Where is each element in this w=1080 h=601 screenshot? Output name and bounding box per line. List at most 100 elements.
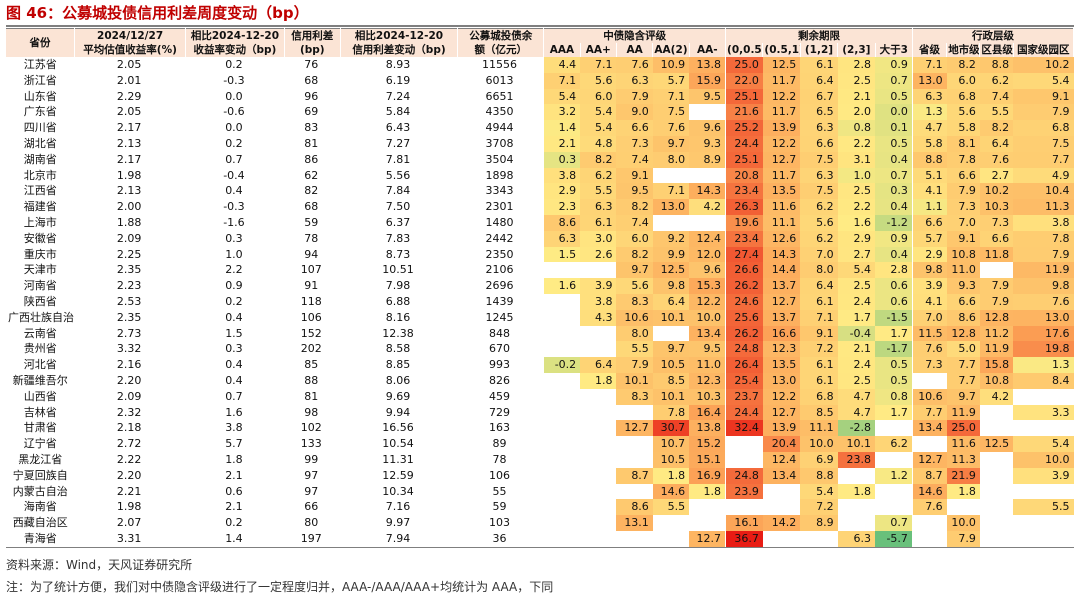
yield-cell: 2.07 (74, 515, 186, 531)
admin-heat-cell (947, 499, 980, 515)
rating-heat-cell: 4.8 (580, 135, 617, 152)
term-heat-cell: 7.2 (800, 499, 838, 516)
rating-heat-cell: 7.4 (616, 151, 653, 168)
term-heat-cell: 2.4 (837, 293, 876, 310)
header-yield-label: 平均估值收益率(%) (74, 43, 187, 57)
rating-heat-cell (580, 389, 616, 405)
term-heat-cell: 26.2 (725, 278, 763, 294)
table-row: 江苏省 2.05 0.2 76 8.93 11556 4.4 7.1 7.6 10.9 13.8 25… (6, 57, 1074, 73)
admin-heat-cell: 4.7 (911, 120, 947, 136)
term-heat-cell: -2.8 (837, 420, 876, 437)
province-cell: 浙江省 (6, 72, 75, 89)
rating-heat-cell: 9.2 (652, 230, 690, 247)
province-cell: 江苏省 (23, 58, 57, 71)
term-heat-cell: 23.4 (725, 230, 763, 247)
admin-heat-cell: 9.3 (946, 278, 980, 294)
yield-change-cell: 0.4 (225, 310, 243, 324)
spread-cell: 66 (304, 500, 319, 514)
yield-cell: 2.00 (74, 199, 186, 215)
term-heat-cell: 7.5 (800, 183, 838, 200)
rating-heat-cell: 3.8 (543, 167, 581, 184)
province-cell: 广东省 (6, 104, 75, 121)
yield-change-cell: 0.0 (225, 89, 243, 103)
term-heat-cell: 14.3 (762, 246, 801, 263)
yield-change-cell: 0.2 (185, 293, 285, 310)
rating-heat-cell: 9.5 (616, 183, 653, 200)
rating-heat-cell: 5.5 (652, 499, 690, 516)
rating-heat-cell: 8.2 (580, 151, 617, 168)
term-heat-cell: 8.9 (800, 515, 838, 531)
admin-heat-cell: 7.3 (979, 214, 1014, 231)
term-heat-cell: 24.8 (725, 467, 763, 484)
admin-heat-cell: 14.6 (911, 483, 947, 500)
rating-heat-cell: 10.7 (652, 436, 690, 452)
term-heat-cell: 25.6 (725, 309, 763, 326)
table-row: 西藏自治区 2.07 0.2 80 9.97 103 13.1 16.1 14.2 8.9 0.7 1… (6, 515, 1074, 531)
province-cell: 重庆市 (23, 247, 57, 261)
spread-cell: 68 (284, 72, 341, 89)
term-heat-cell: 24.6 (725, 293, 763, 310)
admin-heat-cell (980, 468, 1013, 484)
spread-change-cell: 10.34 (340, 483, 458, 500)
rating-heat-cell: 3.2 (543, 104, 581, 121)
term-heat-cell: 12.3 (762, 341, 801, 358)
rating-heat-cell: 5.5 (580, 183, 617, 200)
rating-heat-cell: 14.3 (689, 183, 726, 200)
term-heat-cell: 2.2 (837, 199, 876, 215)
rating-heat-cell: 9.3 (689, 135, 726, 152)
balance-cell: 4944 (485, 121, 514, 135)
rating-heat-cell: 9.9 (652, 246, 690, 263)
term-heat-cell: 4.7 (837, 404, 876, 421)
rating-heat-cell: 7.9 (616, 88, 653, 105)
term-heat-cell: 11.1 (762, 214, 801, 231)
header-admin-col: 国家级园区 (1013, 43, 1075, 57)
term-heat-cell: 6.3 (800, 167, 838, 184)
term-heat-cell: 9.1 (800, 325, 838, 342)
term-heat-cell: 25.2 (725, 120, 763, 136)
yield-change-cell: 1.8 (185, 451, 285, 468)
admin-heat-cell: 7.0 (946, 214, 980, 231)
yield-cell: 2.16 (74, 357, 186, 373)
spread-change-cell: 12.38 (340, 325, 458, 342)
rating-heat-cell: 16.9 (689, 467, 726, 484)
admin-heat-cell (980, 499, 1013, 515)
term-heat-cell: 1.8 (837, 483, 876, 500)
yield-cell: 2.13 (116, 184, 142, 198)
rating-heat-cell: 1.6 (543, 278, 581, 294)
table-row: 宁夏回族自 2.20 2.1 97 12.59 106 8.7 1.8 16.9 24.8 13.4… (6, 467, 1074, 484)
province-cell: 青海省 (6, 530, 75, 548)
spread-change-cell: 8.73 (385, 247, 411, 261)
admin-heat-cell (980, 515, 1013, 531)
spread-change-cell: 7.50 (340, 199, 458, 215)
yield-change-cell: 2.1 (225, 500, 243, 514)
rating-heat-cell: 8.7 (616, 467, 653, 484)
rating-heat-cell: 5.6 (580, 72, 617, 89)
table-row: 新疆维吾尔 2.20 0.4 88 8.06 826 1.8 10.1 8.5 12.3 25.4 1… (6, 372, 1074, 389)
rating-heat-cell: 15.3 (689, 278, 726, 294)
rating-heat-cell: 6.3 (580, 199, 617, 215)
term-heat-cell: 12.2 (762, 388, 801, 405)
rating-heat-cell: 5.6 (616, 278, 653, 294)
admin-heat-cell: 7.9 (946, 530, 980, 548)
term-heat-cell: 12.4 (762, 451, 801, 468)
header-admin-col: 区县级 (979, 43, 1014, 57)
spread-cell: 68 (284, 199, 341, 215)
yield-cell: 3.32 (116, 342, 142, 356)
rating-heat-cell (580, 262, 616, 278)
term-heat-cell: 36.7 (725, 530, 763, 548)
admin-heat-cell: 15.8 (979, 357, 1014, 373)
admin-heat-cell (1013, 389, 1073, 405)
balance-cell: 670 (488, 342, 510, 356)
term-heat-cell: 1.6 (837, 214, 876, 231)
term-heat-cell: 11.7 (762, 104, 801, 121)
rating-heat-cell: 10.9 (652, 57, 690, 73)
rating-heat-cell (580, 436, 616, 452)
rating-heat-cell: 1.8 (652, 467, 690, 484)
term-heat-cell: 0.8 (837, 120, 876, 136)
spread-change-cell: 7.83 (340, 230, 458, 247)
term-heat-cell: 27.4 (725, 246, 763, 263)
admin-heat-cell: 11.8 (979, 246, 1014, 263)
rating-heat-cell: 12.4 (689, 230, 726, 247)
term-heat-cell: 6.1 (800, 293, 838, 310)
admin-heat-cell: 25.0 (946, 420, 980, 437)
